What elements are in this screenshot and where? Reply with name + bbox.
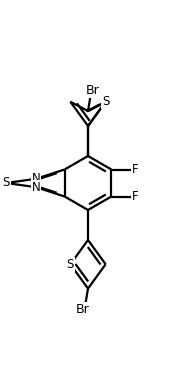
Text: S: S (67, 258, 74, 271)
Text: F: F (132, 163, 139, 176)
Text: Br: Br (76, 303, 90, 316)
Text: S: S (3, 176, 10, 190)
Text: Br: Br (86, 83, 100, 97)
Text: N: N (32, 181, 40, 194)
Text: F: F (132, 190, 139, 203)
Text: N: N (32, 172, 40, 185)
Text: S: S (102, 95, 109, 108)
